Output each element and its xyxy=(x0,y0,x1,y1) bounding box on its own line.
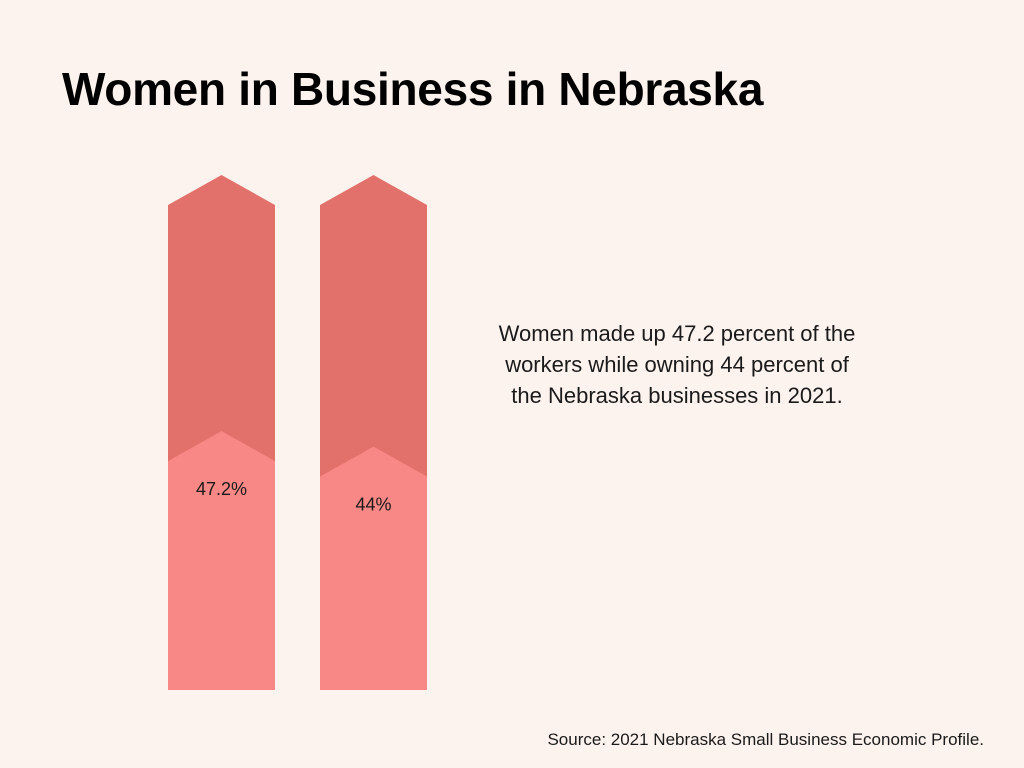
description-text: Women made up 47.2 percent of the worker… xyxy=(498,321,856,408)
value-bar-1 xyxy=(168,431,275,690)
bar-group-2: 44% xyxy=(320,175,427,690)
value-bar-2 xyxy=(320,446,427,690)
page-title: Women in Business in Nebraska xyxy=(62,63,764,115)
bar-group-1: 47.2% xyxy=(168,175,275,690)
source-note: Source: 2021 Nebraska Small Business Eco… xyxy=(547,730,984,749)
data-label-1: 47.2% xyxy=(196,479,247,499)
data-label-2: 44% xyxy=(355,495,391,515)
